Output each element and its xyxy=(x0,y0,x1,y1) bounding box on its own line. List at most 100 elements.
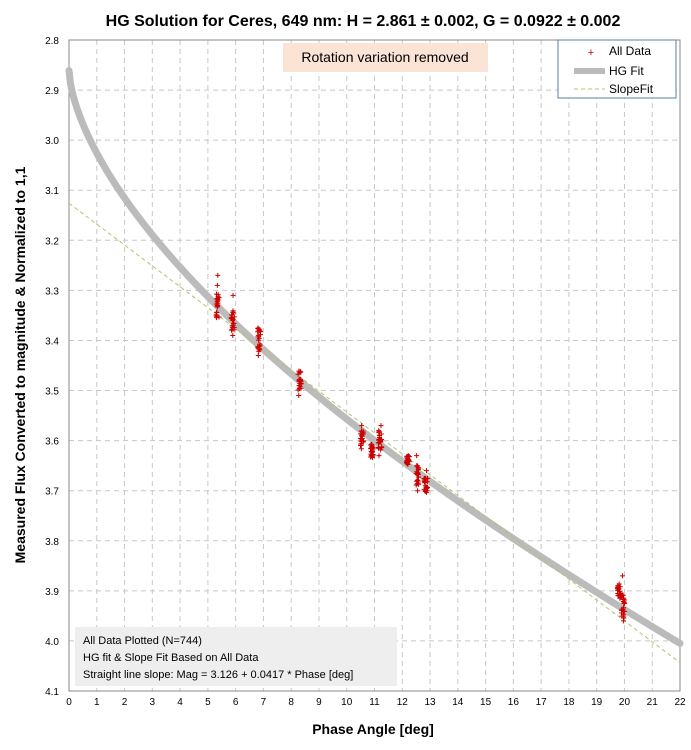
data-point xyxy=(369,442,375,448)
data-point xyxy=(228,327,234,333)
data-point xyxy=(376,436,382,442)
y-tick-labels: 2.8 2.9 3.0 3.1 3.2 3.3 3.4 3.5 3.6 3.7 3.8 3.9 4.0 4… xyxy=(45,36,59,698)
data-point xyxy=(358,446,364,452)
data-point xyxy=(416,474,422,480)
y-tick-label: 4.1 xyxy=(45,687,59,698)
x-tick-label: 2 xyxy=(122,697,128,708)
note-line-1: All Data Plotted (N=744) xyxy=(83,635,202,647)
y-tick-label: 3.9 xyxy=(45,587,59,598)
legend: + All Data HG Fit SlopeFit xyxy=(557,39,677,99)
data-point xyxy=(214,312,220,318)
x-tick-label: 18 xyxy=(563,697,575,708)
data-point xyxy=(257,327,263,333)
plot-frame xyxy=(68,39,681,692)
data-point xyxy=(230,325,236,331)
legend-label-hg-fit: HG Fit xyxy=(609,64,644,78)
x-tick-labels: 0 1 2 3 4 5 6 7 8 9 10 11 12 13 14 15 16 17 18 19 20 21 22 xyxy=(66,697,686,708)
data-point xyxy=(213,313,219,319)
data-point xyxy=(256,343,262,349)
data-point xyxy=(296,393,302,399)
x-tick-label: 1 xyxy=(94,697,100,708)
x-tick-label: 22 xyxy=(674,697,686,708)
data-point xyxy=(230,332,236,338)
data-point xyxy=(214,296,220,302)
x-tick-label: 6 xyxy=(233,697,239,708)
data-point xyxy=(405,462,411,468)
banner-text: Rotation variation removed xyxy=(301,49,468,65)
data-point xyxy=(359,439,365,445)
legend-entry-hg-fit: HG Fit xyxy=(574,64,644,78)
data-point xyxy=(406,454,412,460)
x-tick-label: 0 xyxy=(66,697,72,708)
data-point xyxy=(414,453,420,459)
data-point xyxy=(616,585,622,591)
data-point xyxy=(230,292,236,298)
y-tick-label: 3.0 xyxy=(45,136,59,147)
data-point xyxy=(256,328,262,334)
legend-entry-all-data: + All Data xyxy=(588,44,652,59)
data-point xyxy=(378,447,384,453)
data-point xyxy=(370,451,376,457)
data-point xyxy=(379,445,385,451)
legend-entry-slopefit: SlopeFit xyxy=(574,82,654,96)
y-tick-label: 3.8 xyxy=(45,537,59,548)
data-point xyxy=(296,385,302,391)
x-axis-title: Phase Angle [deg] xyxy=(312,721,434,737)
data-point xyxy=(621,605,627,611)
y-tick-label: 2.8 xyxy=(45,36,59,47)
x-tick-label: 10 xyxy=(341,697,353,708)
data-point xyxy=(376,453,382,459)
x-tick-label: 3 xyxy=(150,697,156,708)
data-point xyxy=(415,480,421,486)
data-point xyxy=(414,481,420,487)
data-point xyxy=(256,348,262,354)
hg-fit-curve xyxy=(65,67,684,647)
x-tick-label: 9 xyxy=(316,697,322,708)
data-point xyxy=(358,442,364,448)
data-point xyxy=(378,431,384,437)
data-point xyxy=(620,618,626,624)
data-point xyxy=(378,423,384,429)
notes-box: All Data Plotted (N=744) HG fit & Slope … xyxy=(75,627,397,686)
data-point xyxy=(297,369,303,375)
data-point xyxy=(405,457,411,463)
note-line-2: HG fit & Slope Fit Based on All Data xyxy=(83,652,259,664)
legend-marker-all-data: + xyxy=(588,47,594,59)
data-point xyxy=(619,610,625,616)
slope-fit-line xyxy=(68,202,681,664)
chart-title: HG Solution for Ceres, 649 nm: H = 2.861… xyxy=(106,13,621,30)
data-point xyxy=(368,446,374,452)
data-point xyxy=(415,464,421,470)
x-tick-label: 21 xyxy=(647,697,659,708)
x-tick-label: 13 xyxy=(424,697,436,708)
data-point xyxy=(360,428,366,434)
data-point xyxy=(615,584,621,590)
banner-background xyxy=(283,43,488,72)
data-point xyxy=(359,423,365,429)
x-tick-label: 5 xyxy=(205,697,211,708)
data-point xyxy=(621,600,627,606)
data-point xyxy=(368,441,374,447)
x-tick-label: 19 xyxy=(591,697,603,708)
y-tick-label: 3.5 xyxy=(45,387,59,398)
y-tick-label: 4.0 xyxy=(45,637,59,648)
legend-label-slopefit: SlopeFit xyxy=(609,82,654,96)
x-tick-label: 17 xyxy=(536,697,548,708)
grid xyxy=(69,40,680,691)
data-point xyxy=(621,609,627,615)
x-tick-label: 8 xyxy=(288,697,294,708)
data-point xyxy=(214,291,220,297)
data-point xyxy=(230,316,236,322)
legend-label-all-data: All Data xyxy=(609,44,651,58)
x-tick-label: 15 xyxy=(480,697,492,708)
x-tick-label: 16 xyxy=(508,697,520,708)
x-tick-label: 14 xyxy=(452,697,464,708)
data-point xyxy=(424,488,430,494)
data-point xyxy=(257,341,263,347)
y-axis-title: Measured Flux Converted to magnitude & N… xyxy=(12,166,28,563)
data-point xyxy=(376,429,382,435)
x-tick-label: 7 xyxy=(261,697,267,708)
data-point xyxy=(213,301,219,307)
data-point xyxy=(375,440,381,446)
